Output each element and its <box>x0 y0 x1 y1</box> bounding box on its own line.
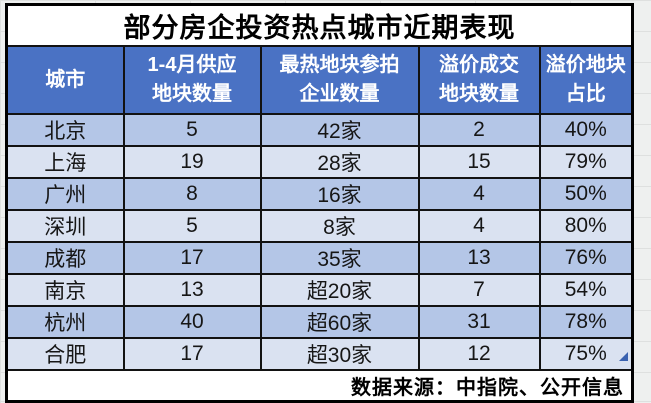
table-row: 南京 13 超20家 7 54% <box>5 273 634 307</box>
header-premium-ratio[interactable]: 溢价地块 占比 <box>538 45 634 115</box>
bidding-companies-cell[interactable]: 超60家 <box>259 305 420 339</box>
premium-ratio-cell[interactable]: 78% <box>538 305 634 339</box>
premium-deals-cell[interactable]: 2 <box>417 113 541 147</box>
premium-ratio-cell[interactable]: 76% <box>538 241 634 275</box>
city-cell[interactable]: 成都 <box>5 241 125 275</box>
table-row: 成都 17 35家 13 76% <box>5 241 634 275</box>
supplied-plots-cell[interactable]: 5 <box>122 113 262 147</box>
bidding-companies-cell[interactable]: 8家 <box>259 209 420 243</box>
header-bidding-companies[interactable]: 最热地块参拍 企业数量 <box>259 45 420 115</box>
premium-ratio-cell[interactable]: 54% <box>538 273 634 307</box>
table-row: 广州 8 16家 4 50% <box>5 177 634 211</box>
header-supplied-plots[interactable]: 1-4月供应 地块数量 <box>122 45 262 115</box>
table-row: 深圳 5 8家 4 80% <box>5 209 634 243</box>
title-row: 部分房企投资热点城市近期表现 <box>5 3 634 47</box>
supplied-plots-cell[interactable]: 40 <box>122 305 262 339</box>
footer-row: 数据来源：中指院、公开信息 <box>5 369 634 403</box>
premium-deals-cell[interactable]: 4 <box>417 177 541 211</box>
cell-corner-marker-icon <box>619 352 628 361</box>
table-body: 北京 5 42家 2 40% 上海 19 28家 15 79% 广州 8 16家 4 50% 深圳 5 8家 4 80… <box>5 113 634 371</box>
header-city[interactable]: 城市 <box>5 45 125 115</box>
supplied-plots-cell[interactable]: 17 <box>122 337 262 371</box>
supplied-plots-cell[interactable]: 17 <box>122 241 262 275</box>
table-row: 合肥 17 超30家 12 75% <box>5 337 634 371</box>
data-table: 部分房企投资热点城市近期表现 城市 1-4月供应 地块数量 最热地块参拍 企业数… <box>5 3 634 403</box>
bidding-companies-cell[interactable]: 35家 <box>259 241 420 275</box>
premium-deals-cell[interactable]: 13 <box>417 241 541 275</box>
header-premium-deals[interactable]: 溢价成交 地块数量 <box>417 45 541 115</box>
table-row: 北京 5 42家 2 40% <box>5 113 634 147</box>
premium-ratio-cell[interactable]: 40% <box>538 113 634 147</box>
city-cell[interactable]: 深圳 <box>5 209 125 243</box>
premium-ratio-cell[interactable]: 50% <box>538 177 634 211</box>
bidding-companies-cell[interactable]: 超30家 <box>259 337 420 371</box>
premium-deals-cell[interactable]: 12 <box>417 337 541 371</box>
city-cell[interactable]: 南京 <box>5 273 125 307</box>
premium-ratio-cell[interactable]: 80% <box>538 209 634 243</box>
supplied-plots-cell[interactable]: 8 <box>122 177 262 211</box>
table-row: 杭州 40 超60家 31 78% <box>5 305 634 339</box>
city-cell[interactable]: 北京 <box>5 113 125 147</box>
premium-deals-cell[interactable]: 7 <box>417 273 541 307</box>
bidding-companies-cell[interactable]: 16家 <box>259 177 420 211</box>
premium-ratio-cell[interactable]: 75% <box>538 337 634 371</box>
header-row: 城市 1-4月供应 地块数量 最热地块参拍 企业数量 溢价成交 地块数量 溢价地… <box>5 45 634 115</box>
bidding-companies-cell[interactable]: 28家 <box>259 145 420 179</box>
premium-deals-cell[interactable]: 4 <box>417 209 541 243</box>
bidding-companies-cell[interactable]: 42家 <box>259 113 420 147</box>
table-title[interactable]: 部分房企投资热点城市近期表现 <box>5 3 634 47</box>
city-cell[interactable]: 合肥 <box>5 337 125 371</box>
city-land-table: 部分房企投资热点城市近期表现 城市 1-4月供应 地块数量 最热地块参拍 企业数… <box>5 3 634 403</box>
source-note[interactable]: 数据来源：中指院、公开信息 <box>5 369 634 403</box>
supplied-plots-cell[interactable]: 5 <box>122 209 262 243</box>
premium-deals-cell[interactable]: 15 <box>417 145 541 179</box>
table-row: 上海 19 28家 15 79% <box>5 145 634 179</box>
supplied-plots-cell[interactable]: 19 <box>122 145 262 179</box>
premium-deals-cell[interactable]: 31 <box>417 305 541 339</box>
city-cell[interactable]: 上海 <box>5 145 125 179</box>
premium-ratio-cell[interactable]: 79% <box>538 145 634 179</box>
supplied-plots-cell[interactable]: 13 <box>122 273 262 307</box>
bidding-companies-cell[interactable]: 超20家 <box>259 273 420 307</box>
city-cell[interactable]: 杭州 <box>5 305 125 339</box>
city-cell[interactable]: 广州 <box>5 177 125 211</box>
